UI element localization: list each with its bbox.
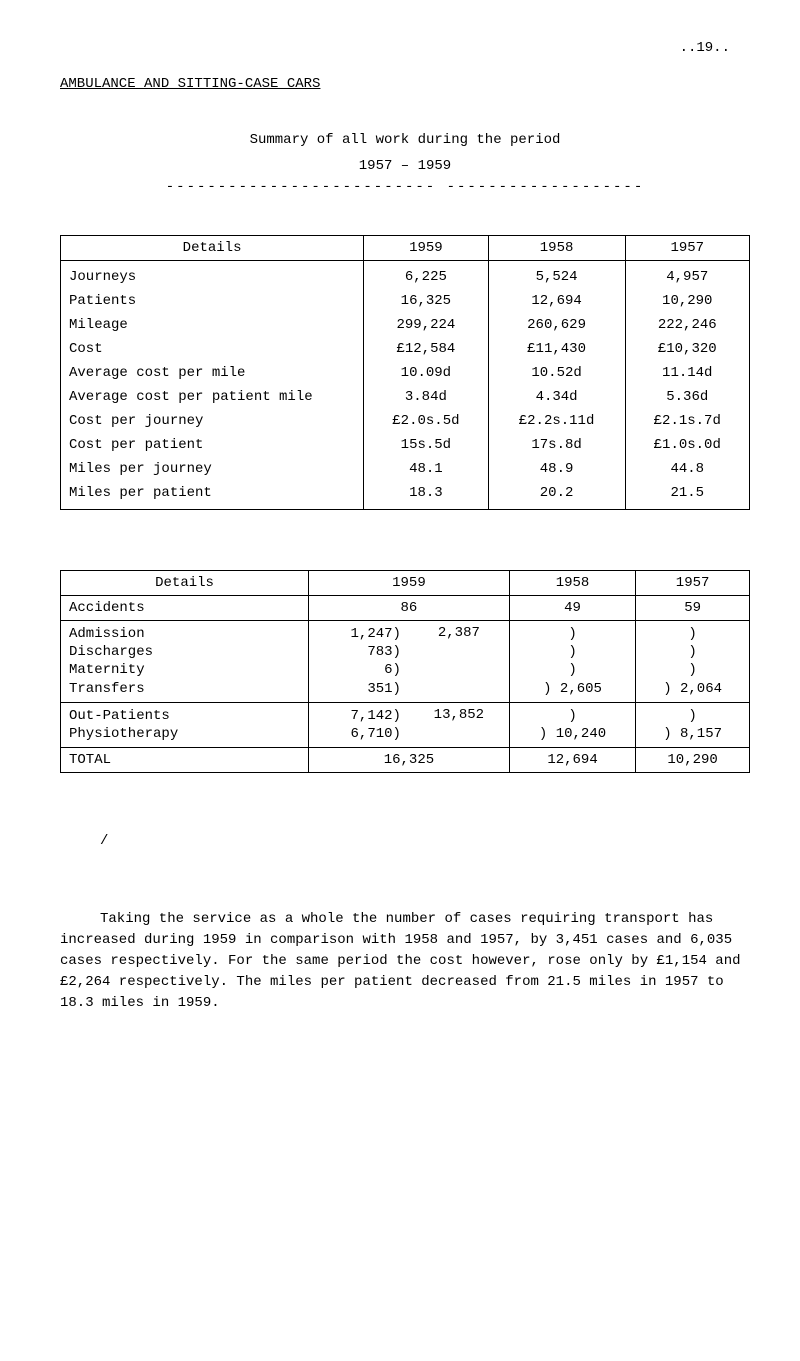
table-row-group1: Admission Discharges Maternity Transfers… xyxy=(61,621,750,703)
cell-value: 6,225 xyxy=(364,261,488,290)
section-title: AMBULANCE AND SITTING-CASE CARS xyxy=(60,76,750,92)
cell-value: 10.52d xyxy=(488,361,625,385)
cell-value: ) ) 10,240 xyxy=(509,702,635,747)
cell-breakdown: 7,142) 6,710) xyxy=(309,702,409,747)
table-row: Cost per journey£2.0s.5d£2.2s.11d£2.1s.7… xyxy=(61,409,750,433)
summary-table-2: Details 1959 1958 1957 Accidents 86 49 5… xyxy=(60,570,750,773)
cell-value: £2.2s.11d xyxy=(488,409,625,433)
cell-value: 21.5 xyxy=(625,481,749,510)
cell-value: 4.34d xyxy=(488,385,625,409)
col-header: 1959 xyxy=(364,236,488,261)
cell-value: 11.14d xyxy=(625,361,749,385)
cell-value: ) ) 8,157 xyxy=(636,702,750,747)
col-header: Details xyxy=(61,571,309,596)
cell-value: £12,584 xyxy=(364,337,488,361)
cell-breakdown: 1,247) 783) 6) 351) xyxy=(309,621,409,703)
cell-value: ) ) ) ) 2,064 xyxy=(636,621,750,703)
table-row: Mileage299,224260,629222,246 xyxy=(61,313,750,337)
col-header: 1958 xyxy=(488,236,625,261)
table-row-group2: Out-Patients Physiotherapy 7,142) 6,710)… xyxy=(61,702,750,747)
cell-value: 59 xyxy=(636,596,750,621)
cell-value: 4,957 xyxy=(625,261,749,290)
cell-value: £11,430 xyxy=(488,337,625,361)
col-header: Details xyxy=(61,236,364,261)
summary-table-1: Details 1959 1958 1957 Journeys6,2255,52… xyxy=(60,235,750,510)
body-paragraph: Taking the service as a whole the number… xyxy=(60,909,750,1014)
cell-value: 86 xyxy=(309,596,510,621)
cell-value: 17s.8d xyxy=(488,433,625,457)
cell-value: 15s.5d xyxy=(364,433,488,457)
summary-period: 1957 – 1959 xyxy=(60,158,750,174)
cell-value: 16,325 xyxy=(309,748,510,773)
table-row: Cost£12,584£11,430£10,320 xyxy=(61,337,750,361)
table-header-row: Details 1959 1958 1957 xyxy=(61,236,750,261)
cell-value: 260,629 xyxy=(488,313,625,337)
cell-value: 10,290 xyxy=(625,289,749,313)
col-header: 1957 xyxy=(625,236,749,261)
cell-label: Cost per journey xyxy=(61,409,364,433)
cell-value: 5.36d xyxy=(625,385,749,409)
cell-value: £2.1s.7d xyxy=(625,409,749,433)
cell-label: Miles per patient xyxy=(61,481,364,510)
table-row: Patients16,32512,69410,290 xyxy=(61,289,750,313)
dashed-divider: -------------------------- -------------… xyxy=(60,179,750,195)
cell-value: 48.9 xyxy=(488,457,625,481)
cell-value: 16,325 xyxy=(364,289,488,313)
table-row: Journeys6,2255,5244,957 xyxy=(61,261,750,290)
table-row: Cost per patient15s.5d17s.8d£1.0s.0d xyxy=(61,433,750,457)
cell-value: 48.1 xyxy=(364,457,488,481)
cell-value: 12,694 xyxy=(509,748,635,773)
cell-value: 10.09d xyxy=(364,361,488,385)
cell-value: 10,290 xyxy=(636,748,750,773)
cell-value: 44.8 xyxy=(625,457,749,481)
cell-value: 18.3 xyxy=(364,481,488,510)
cell-value: 2,387 xyxy=(409,621,509,703)
table-row: Average cost per mile10.09d10.52d11.14d xyxy=(61,361,750,385)
table-header-row: Details 1959 1958 1957 xyxy=(61,571,750,596)
cell-value: 20.2 xyxy=(488,481,625,510)
cell-group-labels: Out-Patients Physiotherapy xyxy=(61,702,309,747)
cell-value: 3.84d xyxy=(364,385,488,409)
table-row: Miles per journey48.148.944.8 xyxy=(61,457,750,481)
cell-label: Cost xyxy=(61,337,364,361)
cell-value: 299,224 xyxy=(364,313,488,337)
page-number: ..19.. xyxy=(60,40,750,56)
table-row: Average cost per patient mile3.84d4.34d5… xyxy=(61,385,750,409)
cell-label: Average cost per patient mile xyxy=(61,385,364,409)
cell-group-labels: Admission Discharges Maternity Transfers xyxy=(61,621,309,703)
cell-label: Mileage xyxy=(61,313,364,337)
cell-value: 12,694 xyxy=(488,289,625,313)
summary-caption: Summary of all work during the period xyxy=(60,132,750,148)
slash-mark: / xyxy=(100,833,750,849)
table-row-total: TOTAL 16,325 12,694 10,290 xyxy=(61,748,750,773)
cell-value: 13,852 xyxy=(409,702,509,747)
cell-value: 5,524 xyxy=(488,261,625,290)
cell-value: 49 xyxy=(509,596,635,621)
cell-label: Miles per journey xyxy=(61,457,364,481)
col-header: 1959 xyxy=(309,571,510,596)
col-header: 1957 xyxy=(636,571,750,596)
table-row: Miles per patient18.320.221.5 xyxy=(61,481,750,510)
col-header: 1958 xyxy=(509,571,635,596)
cell-label: TOTAL xyxy=(61,748,309,773)
cell-value: 222,246 xyxy=(625,313,749,337)
cell-value: £10,320 xyxy=(625,337,749,361)
cell-label: Cost per patient xyxy=(61,433,364,457)
cell-label: Journeys xyxy=(61,261,364,290)
table-row-accidents: Accidents 86 49 59 xyxy=(61,596,750,621)
cell-label: Average cost per mile xyxy=(61,361,364,385)
cell-label: Accidents xyxy=(61,596,309,621)
cell-value: £1.0s.0d xyxy=(625,433,749,457)
cell-label: Patients xyxy=(61,289,364,313)
cell-value: ) ) ) ) 2,605 xyxy=(509,621,635,703)
cell-value: £2.0s.5d xyxy=(364,409,488,433)
